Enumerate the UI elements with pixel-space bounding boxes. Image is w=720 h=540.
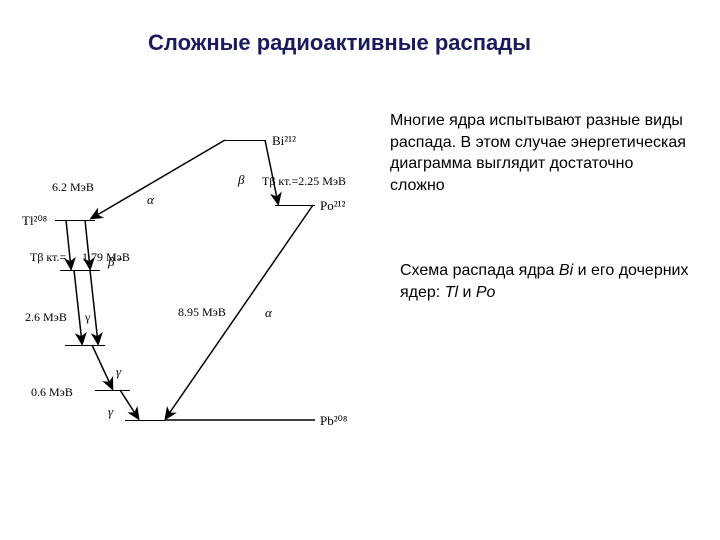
diagram-caption: Схема распада ядра Bi и его дочерних яде… bbox=[400, 260, 690, 303]
energy-label-7: 8.95 МэВ bbox=[178, 305, 226, 320]
decay-arrow-4 bbox=[74, 270, 82, 343]
decay-arrow-6 bbox=[92, 345, 112, 388]
level-Tl_g1 bbox=[95, 390, 130, 391]
level-Po bbox=[275, 205, 315, 206]
level-Tl_low bbox=[65, 345, 105, 346]
level-Tl_top bbox=[55, 220, 95, 221]
decay-arrow-5 bbox=[90, 270, 98, 343]
energy-label-4: 2.6 МэВ bbox=[25, 310, 67, 325]
energy-label-2: Tβ кт.= bbox=[30, 250, 66, 265]
arrow-label-0: α bbox=[147, 192, 154, 208]
caption-italic-po: Po bbox=[476, 284, 496, 301]
level-label-Po: Po²¹² bbox=[320, 198, 345, 214]
page-title: Сложные радиоактивные распады bbox=[148, 30, 531, 56]
body-paragraph: Многие ядра испытывают разные виды распа… bbox=[390, 110, 690, 196]
decay-arrow-1 bbox=[265, 140, 278, 203]
arrow-label-8: α bbox=[265, 305, 272, 321]
level-Bi bbox=[225, 140, 265, 141]
caption-italic-bi: Bi bbox=[559, 262, 573, 279]
caption-prefix: Схема распада ядра bbox=[400, 262, 559, 279]
decay-arrow-7 bbox=[120, 390, 138, 418]
level-label-Tl_top: Tl²⁰⁸ bbox=[22, 213, 47, 229]
level-Pb bbox=[125, 420, 165, 421]
energy-label-1: Tβ кт.=2.25 МэВ bbox=[262, 174, 346, 189]
decay-arrow-2 bbox=[66, 220, 71, 268]
caption-italic-tl: Tl bbox=[445, 284, 458, 301]
arrow-label-1: β bbox=[238, 172, 244, 188]
level-label-Pb: Pb²⁰⁸ bbox=[320, 413, 347, 429]
arrow-label-6: γ bbox=[116, 364, 121, 380]
level-Tl_mid bbox=[60, 270, 100, 271]
decay-diagram: Bi²¹²Po²¹²Tl²⁰⁸Pb²⁰⁸αββ⁻γγα6.2 МэВTβ кт.… bbox=[30, 130, 390, 470]
energy-label-0: 6.2 МэВ bbox=[52, 180, 94, 195]
caption-conj: и bbox=[458, 284, 476, 301]
energy-label-6: 0.6 МэВ bbox=[31, 385, 73, 400]
decay-arrow-0 bbox=[92, 140, 225, 218]
level-label-Bi: Bi²¹² bbox=[272, 133, 296, 149]
arrow-label-7: γ bbox=[108, 404, 113, 420]
energy-label-3: 1.79 МэВ bbox=[82, 250, 130, 265]
energy-label-5: γ bbox=[85, 310, 90, 325]
